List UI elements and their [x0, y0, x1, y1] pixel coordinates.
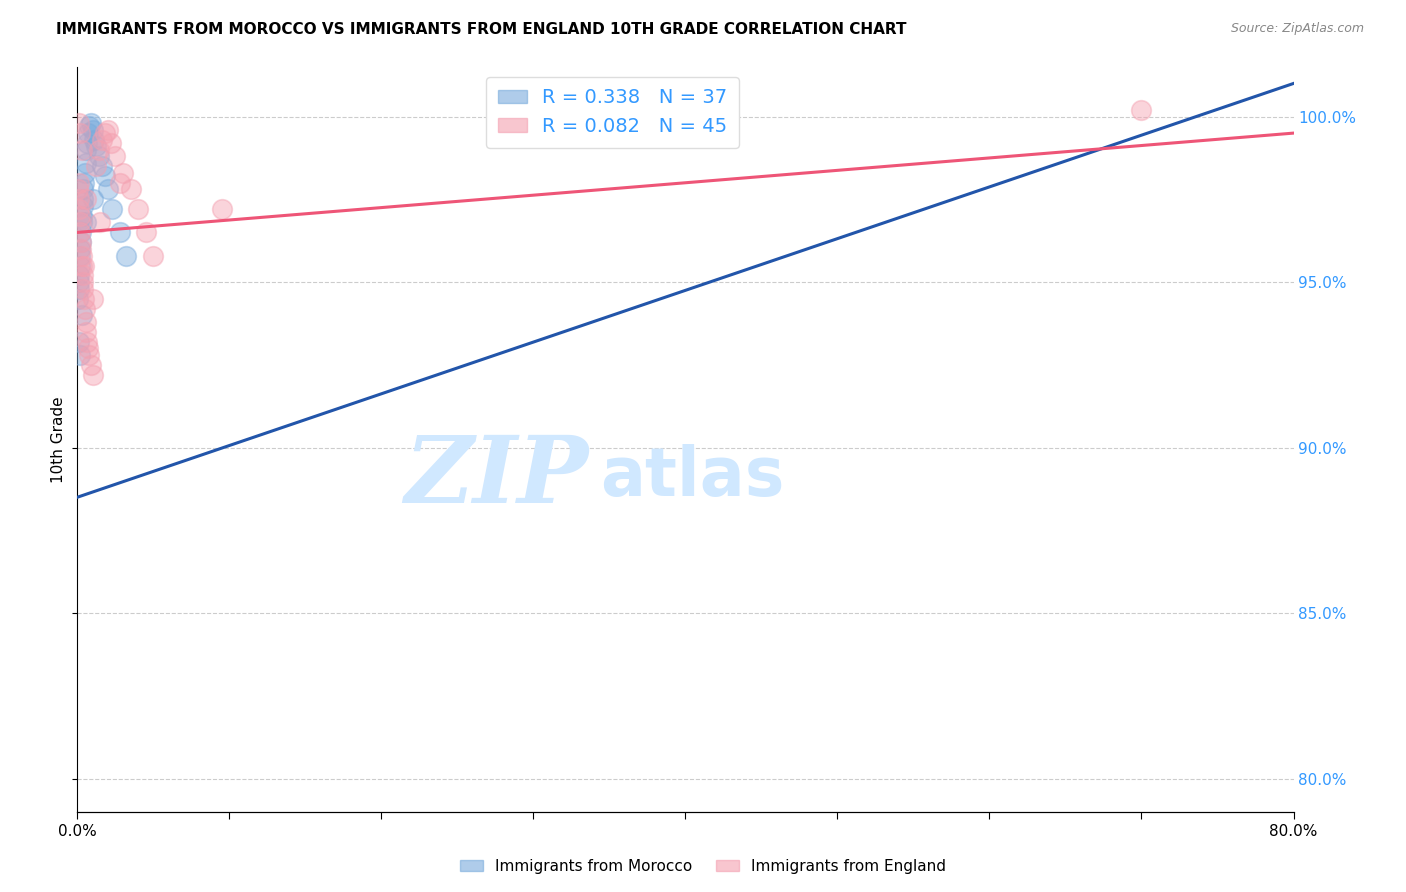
Point [73, 166, 96, 180]
Point [73, 292, 96, 306]
Point [69, 348, 91, 362]
Point [67, 282, 90, 296]
Text: atlas: atlas [600, 443, 785, 509]
Point [82, 292, 104, 306]
Point [69, 235, 91, 250]
Point [84, 139, 107, 153]
Point [79, 348, 101, 362]
Point [67, 334, 90, 349]
Point [70, 215, 93, 229]
Point [67, 116, 90, 130]
Point [1130, 103, 1153, 117]
Point [67, 192, 90, 206]
Point [93, 126, 115, 140]
Point [69, 242, 91, 256]
Point [80, 116, 103, 130]
Point [93, 169, 115, 183]
Point [67, 202, 90, 217]
Point [115, 249, 138, 263]
Point [87, 149, 110, 163]
Point [73, 176, 96, 190]
Point [75, 325, 97, 339]
Point [127, 202, 149, 217]
Point [73, 301, 96, 316]
Point [108, 226, 131, 240]
Point [83, 133, 105, 147]
Point [100, 136, 122, 150]
Point [75, 315, 97, 329]
Point [104, 149, 127, 163]
Point [67, 182, 90, 196]
Point [70, 143, 93, 157]
Point [67, 292, 90, 306]
Point [82, 123, 104, 137]
Point [76, 136, 98, 150]
Point [70, 249, 93, 263]
Point [90, 159, 112, 173]
Y-axis label: 10th Grade: 10th Grade [51, 396, 66, 483]
Point [70, 226, 93, 240]
Point [69, 209, 91, 223]
Point [75, 156, 97, 170]
Point [72, 268, 94, 283]
Point [69, 235, 91, 250]
Point [70, 259, 93, 273]
Point [67, 275, 90, 289]
Text: IMMIGRANTS FROM MOROCCO VS IMMIGRANTS FROM ENGLAND 10TH GRADE CORRELATION CHART: IMMIGRANTS FROM MOROCCO VS IMMIGRANTS FR… [56, 22, 907, 37]
Point [69, 249, 91, 263]
Point [79, 120, 101, 134]
Point [108, 176, 131, 190]
Point [87, 143, 110, 157]
Point [72, 275, 94, 289]
Point [75, 192, 97, 206]
Point [67, 268, 90, 283]
Point [70, 209, 93, 223]
Text: ZIP: ZIP [404, 432, 588, 522]
Point [82, 192, 104, 206]
Point [90, 133, 112, 147]
Point [72, 182, 94, 196]
Legend: Immigrants from Morocco, Immigrants from England: Immigrants from Morocco, Immigrants from… [454, 853, 952, 880]
Point [80, 358, 103, 372]
Point [82, 368, 104, 382]
Point [72, 199, 94, 213]
Point [70, 308, 93, 322]
Point [101, 202, 124, 217]
Point [97, 182, 120, 196]
Point [70, 242, 93, 256]
Point [111, 166, 134, 180]
Point [69, 259, 91, 273]
Point [69, 226, 91, 240]
Point [72, 192, 94, 206]
Text: Source: ZipAtlas.com: Source: ZipAtlas.com [1230, 22, 1364, 36]
Point [89, 215, 111, 229]
Point [69, 126, 91, 140]
Point [84, 159, 107, 173]
Point [77, 341, 100, 355]
Point [75, 143, 97, 157]
Point [67, 176, 90, 190]
Point [72, 282, 94, 296]
Point [120, 182, 142, 196]
Point [135, 226, 157, 240]
Point [142, 249, 165, 263]
Point [73, 259, 96, 273]
Point [77, 126, 100, 140]
Legend: R = 0.338   N = 37, R = 0.082   N = 45: R = 0.338 N = 37, R = 0.082 N = 45 [486, 77, 740, 148]
Point [211, 202, 233, 217]
Point [97, 123, 120, 137]
Point [76, 334, 98, 349]
Point [69, 215, 91, 229]
Point [75, 215, 97, 229]
